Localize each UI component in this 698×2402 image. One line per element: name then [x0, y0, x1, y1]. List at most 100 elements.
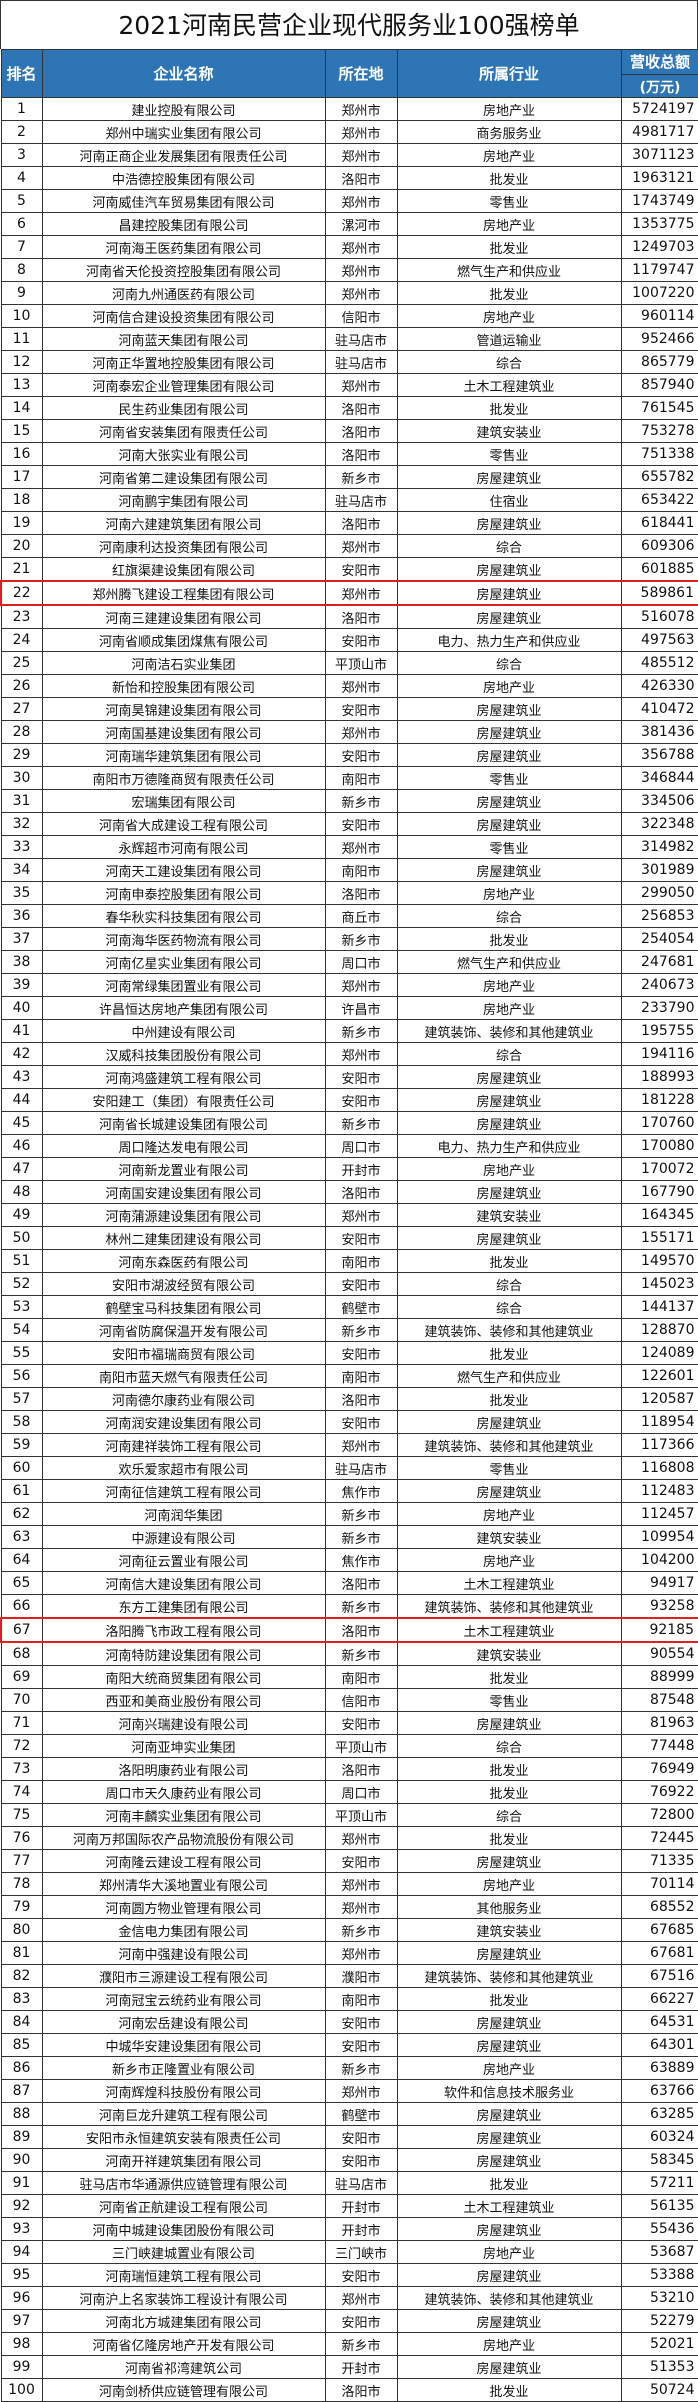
city-cell: 安阳市 [325, 629, 397, 652]
revenue-cell: 516078 [621, 605, 698, 629]
revenue-cell: 857940 [621, 374, 698, 397]
city-cell: 开封市 [325, 2195, 397, 2218]
company-name-cell: 河南德尔康药业有限公司 [42, 1388, 325, 1411]
industry-cell: 建筑安装业 [397, 420, 621, 443]
rank-cell: 10 [1, 305, 42, 328]
company-name-cell: 河南省大成建设工程有限公司 [42, 813, 325, 836]
rank-cell: 28 [1, 721, 42, 744]
city-cell: 新乡市 [325, 466, 397, 489]
rank-cell: 72 [1, 1735, 42, 1758]
industry-cell: 房屋建筑业 [397, 1066, 621, 1089]
rank-cell: 98 [1, 2333, 42, 2356]
company-name-cell: 南阳大统商贸集团有限公司 [42, 1666, 325, 1689]
company-name-cell: 河南蒲源建设集团有限公司 [42, 1204, 325, 1227]
rank-cell: 75 [1, 1804, 42, 1827]
company-name-cell: 许昌恒达房地产集团有限公司 [42, 997, 325, 1020]
industry-cell: 综合 [397, 535, 621, 558]
revenue-cell: 314982 [621, 836, 698, 859]
revenue-cell: 63889 [621, 2057, 698, 2080]
revenue-cell: 426330 [621, 675, 698, 698]
company-name-cell: 三门峡建城置业有限公司 [42, 2241, 325, 2264]
revenue-cell: 5724197 [621, 98, 698, 121]
rank-cell: 57 [1, 1388, 42, 1411]
rank-cell: 2 [1, 121, 42, 144]
industry-cell: 综合 [397, 1735, 621, 1758]
rank-cell: 27 [1, 698, 42, 721]
industry-cell: 房屋建筑业 [397, 1227, 621, 1250]
rank-cell: 41 [1, 1020, 42, 1043]
industry-cell: 批发业 [397, 1342, 621, 1365]
revenue-cell: 71335 [621, 1850, 698, 1873]
industry-cell: 批发业 [397, 2379, 621, 2402]
city-cell: 郑州市 [325, 374, 397, 397]
rank-cell: 8 [1, 259, 42, 282]
revenue-cell: 410472 [621, 698, 698, 721]
company-name-cell: 建业控股有限公司 [42, 98, 325, 121]
rank-cell: 88 [1, 2103, 42, 2126]
industry-cell: 土木工程建筑业 [397, 1572, 621, 1595]
rank-cell: 56 [1, 1365, 42, 1388]
industry-cell: 电力、热力生产和供应业 [397, 629, 621, 652]
rank-cell: 43 [1, 1066, 42, 1089]
company-name-cell: 河南特防建设集团有限公司 [42, 1642, 325, 1666]
company-name-cell: 洛阳腾飞市政工程有限公司 [42, 1618, 325, 1642]
industry-cell: 批发业 [397, 928, 621, 951]
rank-cell: 48 [1, 1181, 42, 1204]
company-name-cell: 河南省亿隆房地产开发有限公司 [42, 2333, 325, 2356]
city-cell: 驻马店市 [325, 489, 397, 512]
city-cell: 洛阳市 [325, 1572, 397, 1595]
revenue-cell: 170760 [621, 1112, 698, 1135]
company-name-cell: 河南东森医药有限公司 [42, 1250, 325, 1273]
city-cell: 新乡市 [325, 2333, 397, 2356]
city-cell: 焦作市 [325, 1549, 397, 1572]
revenue-cell: 112457 [621, 1503, 698, 1526]
rank-cell: 20 [1, 535, 42, 558]
rank-cell: 78 [1, 1873, 42, 1896]
rank-cell: 51 [1, 1250, 42, 1273]
rank-cell: 9 [1, 282, 42, 305]
city-cell: 新乡市 [325, 790, 397, 813]
industry-cell: 房地产业 [397, 2241, 621, 2264]
revenue-cell: 72800 [621, 1804, 698, 1827]
company-name-cell: 河南新龙置业有限公司 [42, 1158, 325, 1181]
rank-cell: 5 [1, 190, 42, 213]
industry-cell: 房屋建筑业 [397, 2011, 621, 2034]
industry-cell: 房地产业 [397, 1549, 621, 1572]
city-cell: 安阳市 [325, 813, 397, 836]
company-name-cell: 河南省祁湾建筑公司 [42, 2356, 325, 2379]
city-cell: 郑州市 [325, 675, 397, 698]
city-cell: 郑州市 [325, 1896, 397, 1919]
rank-cell: 15 [1, 420, 42, 443]
revenue-cell: 753278 [621, 420, 698, 443]
revenue-cell: 4981717 [621, 121, 698, 144]
industry-cell: 房屋建筑业 [397, 2034, 621, 2057]
city-cell: 安阳市 [325, 2310, 397, 2333]
revenue-cell: 865779 [621, 351, 698, 374]
header-company-name: 企业名称 [42, 50, 325, 98]
revenue-cell: 194116 [621, 1043, 698, 1066]
rank-cell: 76 [1, 1827, 42, 1850]
industry-cell: 房地产业 [397, 213, 621, 236]
revenue-cell: 120587 [621, 1388, 698, 1411]
company-name-cell: 昌建控股集团有限公司 [42, 213, 325, 236]
revenue-cell: 761545 [621, 397, 698, 420]
city-cell: 焦作市 [325, 1480, 397, 1503]
company-name-cell: 河南征信建筑工程有限公司 [42, 1480, 325, 1503]
company-name-cell: 安阳建工（集团）有限责任公司 [42, 1089, 325, 1112]
rank-cell: 70 [1, 1689, 42, 1712]
company-name-cell: 河南建祥装饰工程有限公司 [42, 1434, 325, 1457]
